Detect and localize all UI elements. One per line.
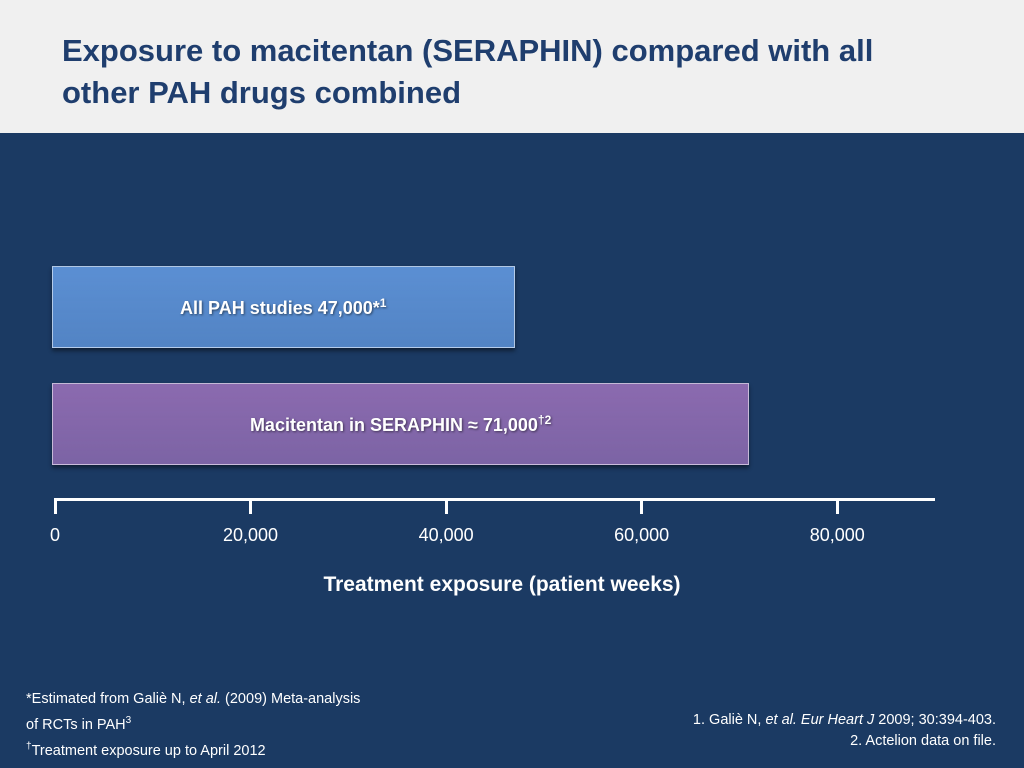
slide-title-line-2: other PAH drugs combined	[62, 75, 462, 110]
references: 1. Galiè N, et al. Eur Heart J 2009; 30:…	[560, 710, 996, 752]
reference-2: 2. Actelion data on file.	[850, 733, 996, 749]
bar-2: Macitentan in SERAPHIN ≈ 71,000†2	[52, 383, 750, 465]
x-tick-40000	[444, 498, 448, 514]
x-tick-20000	[249, 498, 253, 514]
x-tick-label-0: 0	[49, 525, 60, 545]
x-axis-line	[55, 498, 935, 501]
x-tick-0	[53, 498, 57, 514]
reference-1: 1. Galiè N, et al. Eur Heart J 2009; 30:…	[692, 712, 996, 728]
footnotes: *Estimated from Galiè N, et al. (2009) M…	[26, 689, 446, 762]
bar-label-superscript-2: †2	[537, 412, 552, 427]
x-tick-60000	[640, 498, 644, 514]
x-tick-label-40000: 40,000	[418, 525, 474, 545]
bar-label-superscript-1: 1	[379, 295, 387, 310]
x-tick-80000	[835, 498, 839, 514]
title-bar: Exposure to macitentan (SERAPHIN) compar…	[0, 0, 1024, 133]
footnote-line-2: of RCTs in PAH3	[26, 715, 132, 733]
x-tick-label-60000: 60,000	[614, 525, 670, 545]
footnote-line-1: *Estimated from Galiè N, et al. (2009) M…	[26, 691, 361, 707]
slide-title-line-1: Exposure to macitentan (SERAPHIN) compar…	[62, 33, 874, 68]
bar-label-2: Macitentan in SERAPHIN ≈ 71,000†2	[249, 412, 552, 435]
bar-label-1: All PAH studies 47,000*1	[180, 295, 387, 318]
x-tick-label-80000: 80,000	[809, 525, 865, 545]
x-tick-label-20000: 20,000	[223, 525, 279, 545]
x-axis-label: Treatment exposure (patient weeks)	[323, 573, 681, 596]
footnote-line-3: †Treatment exposure up to April 2012	[26, 740, 266, 759]
slide-title: Exposure to macitentan (SERAPHIN) compar…	[62, 30, 1002, 114]
bar-1: All PAH studies 47,000*1	[52, 266, 515, 348]
exposure-bar-chart: Treatment exposure (patient weeks) All P…	[0, 133, 1024, 768]
